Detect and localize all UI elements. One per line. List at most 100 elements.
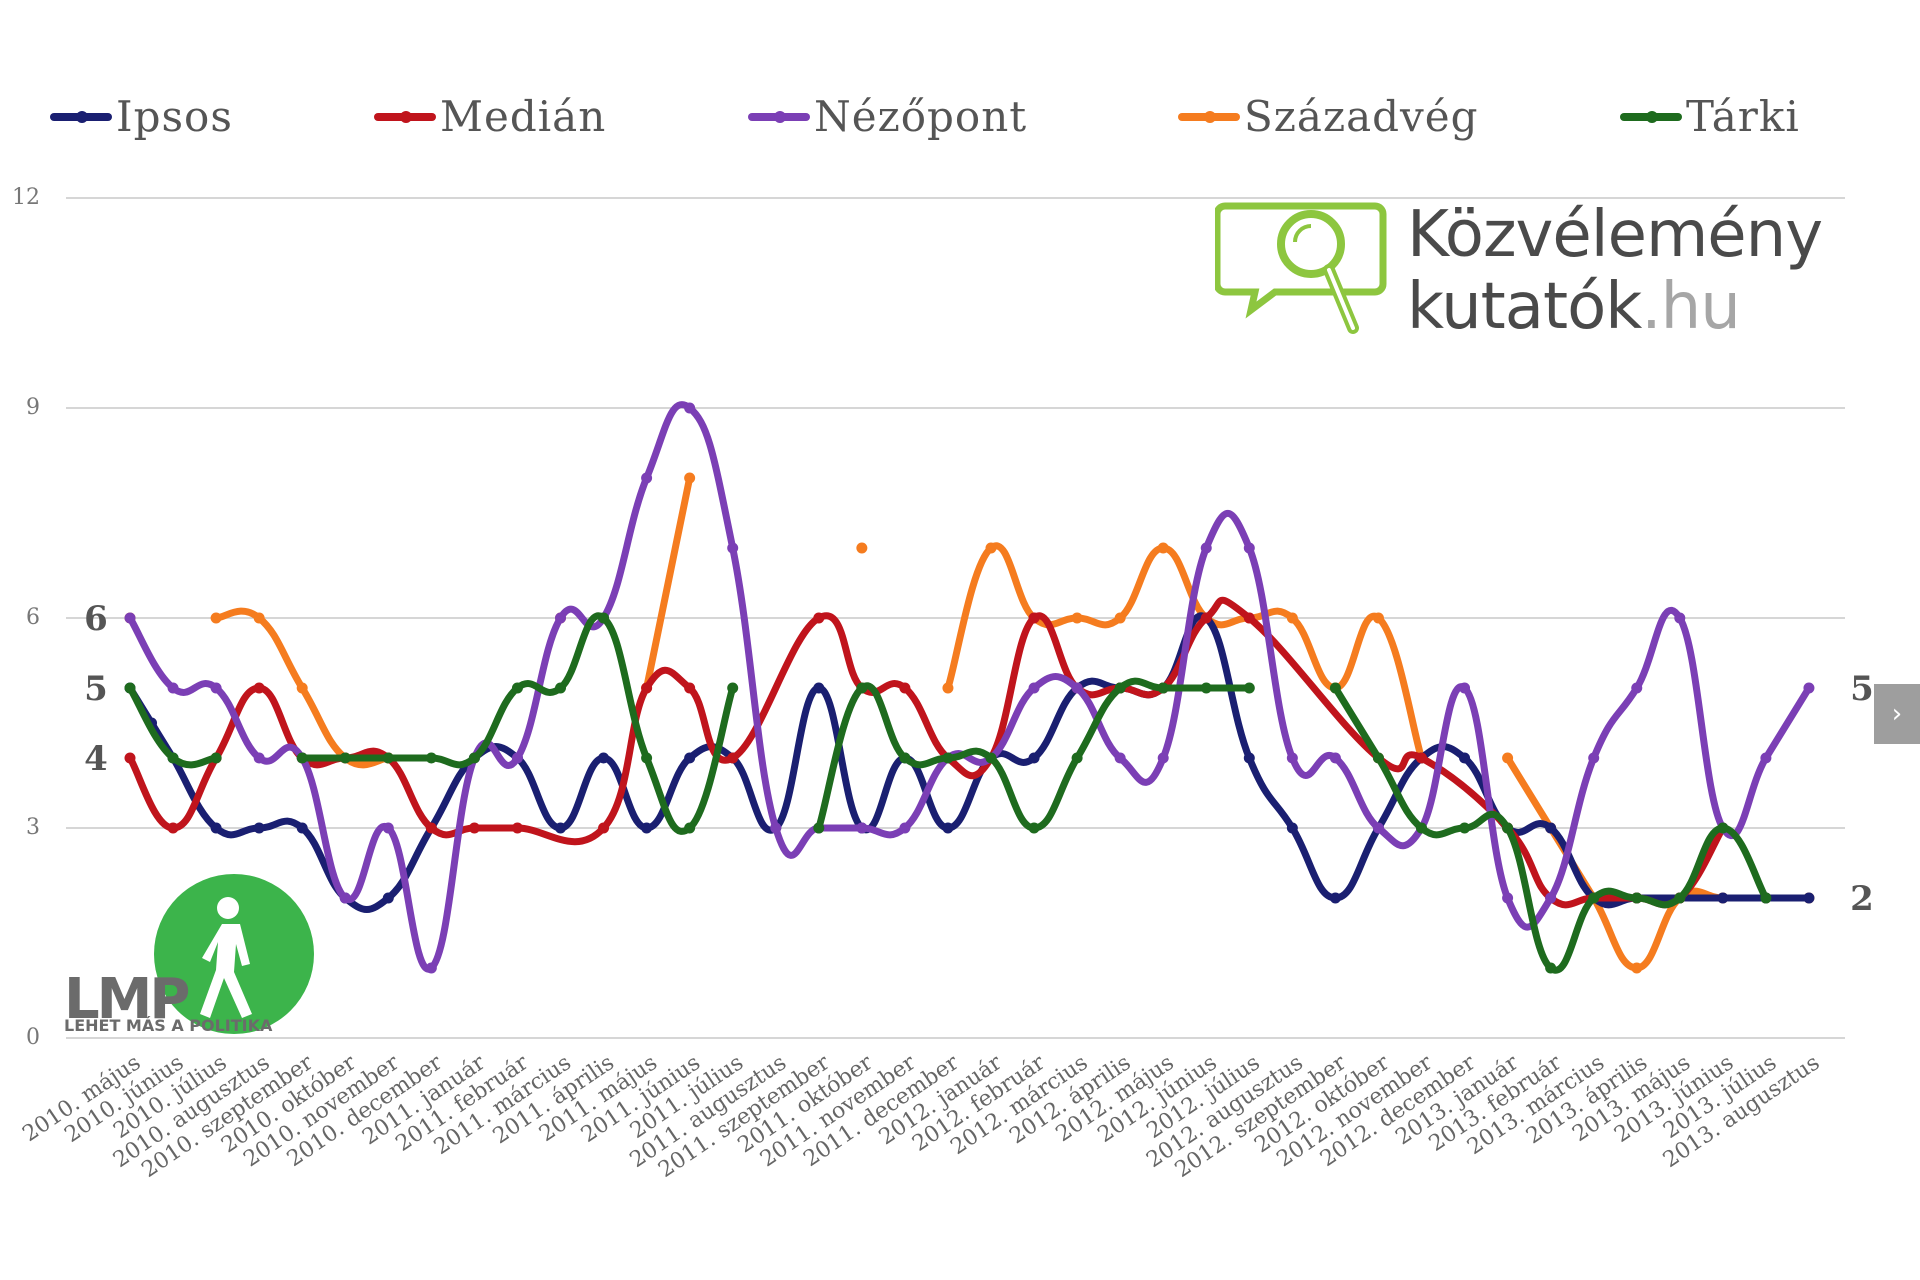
- data-point-tarki: [1157, 682, 1169, 694]
- watermark-line2-main: kutatók: [1407, 270, 1642, 344]
- data-point-nezopont: [382, 822, 394, 834]
- data-point-ipsos: [684, 752, 696, 764]
- legend-item-tarki[interactable]: Tárki: [1620, 92, 1800, 141]
- data-point-nezopont: [899, 822, 911, 834]
- data-point-tarki: [684, 822, 696, 834]
- data-point-median: [813, 612, 825, 624]
- data-point-tarki: [1588, 892, 1600, 904]
- data-point-nezopont: [1674, 612, 1686, 624]
- data-point-nezopont: [641, 472, 653, 484]
- data-point-nezopont: [555, 612, 566, 624]
- data-point-szazadveg: [942, 682, 954, 694]
- data-point-tarki: [813, 822, 825, 834]
- legend-label: Nézőpont: [814, 92, 1028, 141]
- end-value-label: 5: [1850, 669, 1874, 709]
- legend-label: Századvég: [1244, 92, 1479, 141]
- data-point-nezopont: [339, 892, 351, 904]
- kozvelemenykutatok-watermark: Közvélemény kutatók.hu: [1213, 198, 1855, 348]
- data-point-nezopont: [253, 752, 265, 764]
- data-point-nezopont: [167, 682, 179, 694]
- chevron-right-icon[interactable]: ›: [1874, 684, 1920, 744]
- data-point-ipsos: [555, 822, 566, 834]
- series-line-tarki: [1331, 684, 1770, 974]
- data-point-ipsos: [813, 682, 825, 694]
- start-value-label: 5: [84, 669, 108, 709]
- data-point-ipsos: [1717, 892, 1729, 904]
- data-point-tarki: [1760, 892, 1772, 904]
- data-point-szazadveg: [1114, 612, 1126, 624]
- watermark-line1: Közvélemény: [1407, 198, 1823, 272]
- data-point-ipsos: [1459, 752, 1471, 764]
- data-point-tarki: [641, 752, 653, 764]
- data-point-ipsos: [1286, 822, 1298, 834]
- data-point-ipsos: [210, 822, 222, 834]
- data-point-tarki: [1459, 822, 1471, 834]
- data-point-ipsos: [641, 822, 653, 834]
- data-point-median: [1028, 612, 1040, 624]
- logo-slogan: LEHET MÁS A POLITIKA: [64, 1016, 273, 1035]
- legend-item-median[interactable]: Medián: [374, 92, 606, 141]
- data-point-nezopont: [727, 542, 739, 554]
- data-point-szazadveg: [296, 682, 308, 694]
- magnifier-speech-bubble-icon: [1213, 202, 1387, 334]
- start-value-label: 4: [84, 739, 108, 779]
- data-point-nezopont: [1631, 682, 1643, 694]
- legend-swatch-median: [374, 110, 436, 123]
- data-point-nezopont: [1803, 682, 1815, 694]
- legend-label: Medián: [440, 92, 607, 141]
- data-point-nezopont: [124, 612, 136, 624]
- legend-item-nezopont[interactable]: Nézőpont: [748, 92, 1027, 141]
- data-point-ipsos: [1803, 892, 1815, 904]
- data-point-tarki: [1502, 822, 1514, 834]
- legend-label: Ipsos: [116, 92, 233, 141]
- data-point-szazadveg: [1631, 962, 1643, 974]
- data-point-median: [167, 822, 179, 834]
- data-point-nezopont: [1502, 892, 1514, 904]
- data-point-nezopont: [1372, 822, 1384, 834]
- data-point-median: [511, 822, 523, 834]
- data-point-nezopont: [511, 752, 523, 764]
- legend-item-ipsos[interactable]: Ipsos: [50, 92, 233, 141]
- data-point-nezopont: [1329, 752, 1341, 764]
- data-point-ipsos: [253, 822, 265, 834]
- data-point-ipsos: [1545, 822, 1557, 834]
- series-line-nezopont: [126, 401, 1813, 973]
- data-point-tarki: [1114, 682, 1126, 694]
- data-point-szazadveg: [210, 612, 222, 624]
- data-point-nezopont: [684, 402, 696, 414]
- data-point-szazadveg: [684, 472, 696, 484]
- data-point-ipsos: [1028, 752, 1040, 764]
- data-point-tarki: [1717, 822, 1729, 834]
- data-point-tarki: [1416, 822, 1427, 834]
- data-point-median: [468, 822, 480, 834]
- data-point-nezopont: [1760, 752, 1772, 764]
- data-point-tarki: [856, 682, 868, 694]
- data-point-ipsos: [382, 892, 394, 904]
- end-value-label: 2: [1850, 879, 1874, 919]
- data-point-tarki: [598, 612, 610, 624]
- data-point-ipsos: [598, 752, 610, 764]
- y-axis-ticks: 0 3 6 9 12: [12, 185, 40, 1050]
- data-point-tarki: [511, 682, 523, 694]
- data-point-tarki: [339, 752, 351, 764]
- data-point-nezopont: [856, 822, 868, 834]
- data-point-tarki: [1071, 752, 1083, 764]
- data-point-nezopont: [770, 822, 782, 834]
- data-point-nezopont: [1459, 682, 1471, 694]
- data-point-tarki: [1631, 892, 1643, 904]
- y-tick-label: 3: [26, 815, 40, 840]
- data-point-ipsos: [942, 822, 954, 834]
- legend-swatch-nezopont: [748, 110, 810, 123]
- data-point-nezopont: [425, 962, 437, 974]
- data-point-tarki: [1329, 682, 1341, 694]
- y-tick-label: 12: [12, 185, 40, 210]
- data-point-nezopont: [1588, 752, 1600, 764]
- data-point-tarki: [727, 682, 739, 694]
- data-point-median: [124, 752, 136, 764]
- data-point-tarki: [942, 752, 954, 764]
- data-point-nezopont: [1157, 752, 1169, 764]
- data-point-nezopont: [1243, 542, 1255, 554]
- data-point-szazadveg: [1372, 612, 1384, 624]
- legend-item-szazadveg[interactable]: Századvég: [1178, 92, 1478, 141]
